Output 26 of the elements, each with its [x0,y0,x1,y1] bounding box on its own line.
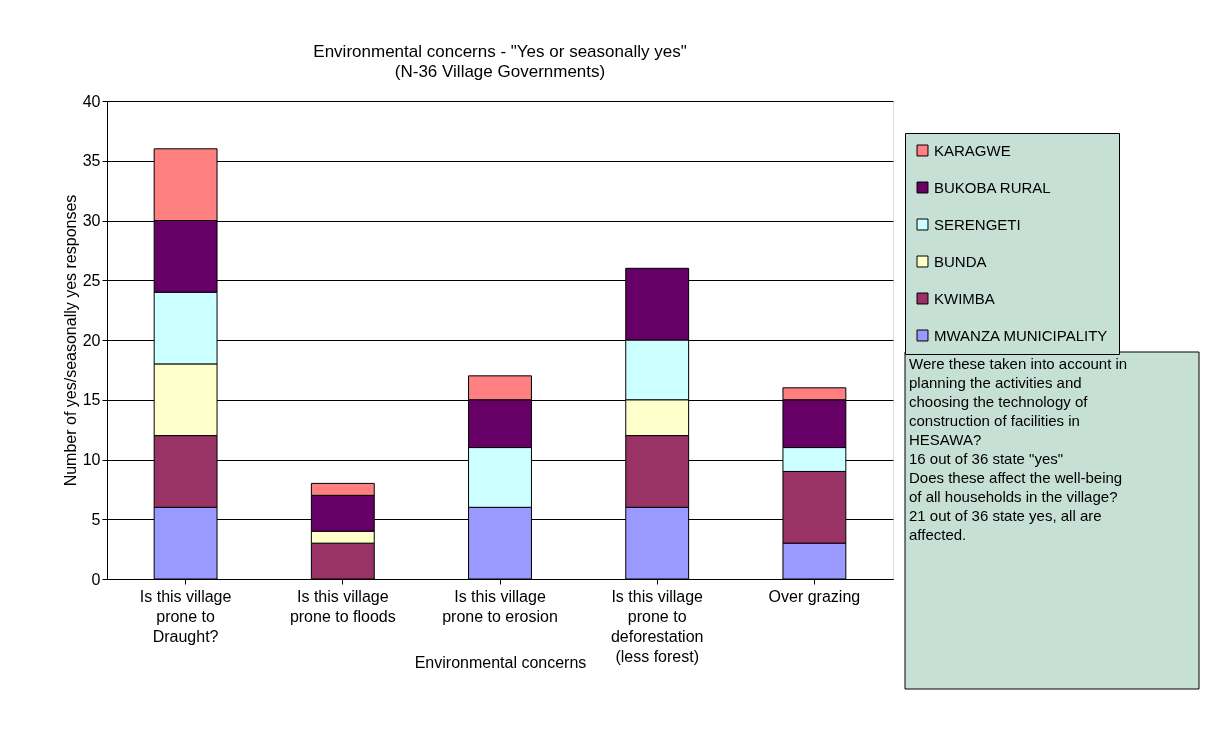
y-tick-label: 15 [82,391,101,409]
x-axis-title: Environmental concerns [414,654,587,671]
chart-title: Environmental concerns - "Yes or seasonally yes" [313,42,687,61]
chart-subtitle: (N-36 Village Governments) [394,62,606,81]
legend-label: SERENGETI [934,215,1021,233]
y-tick-label: 35 [82,152,101,170]
x-tick-label: Is this village prone to erosion [442,588,558,625]
y-tick-label: 20 [82,331,101,349]
legend-label: MWANZA MUNICIPALITY [934,326,1108,344]
x-tick-label: Is this village prone to deforestation (less forest) [610,588,704,665]
text: Does these affect the well-being of all households in the village? 21 out of 36 state yes, all are affected. [909,469,1123,543]
text: Were these taken into account in planning the activities and choosing the technology of construction of facilities in HESAWA? 16 out of 36 state "yes" [909,355,1128,467]
x-tick-label: Is this village prone to floods [289,588,396,625]
y-tick-label: 25 [82,271,101,289]
y-tick-label: 10 [82,451,101,468]
legend-label: BUNDA [934,252,987,270]
y-tick-label: 5 [91,510,101,528]
legend-label: BUKOBA RURAL [934,178,1051,196]
x-tick-label: Over grazing [768,588,861,605]
y-tick-label: 0 [91,570,101,588]
legend-label: KWIMBA [934,289,995,307]
legend-label: KARAGWE [934,141,1011,159]
y-tick-label: 40 [82,92,101,110]
y-tick-label: 30 [82,212,101,229]
y-axis-title: Number of yes/seasonally yes responses [61,194,79,487]
x-tick-label: Is this village prone to Draught? [139,588,232,645]
